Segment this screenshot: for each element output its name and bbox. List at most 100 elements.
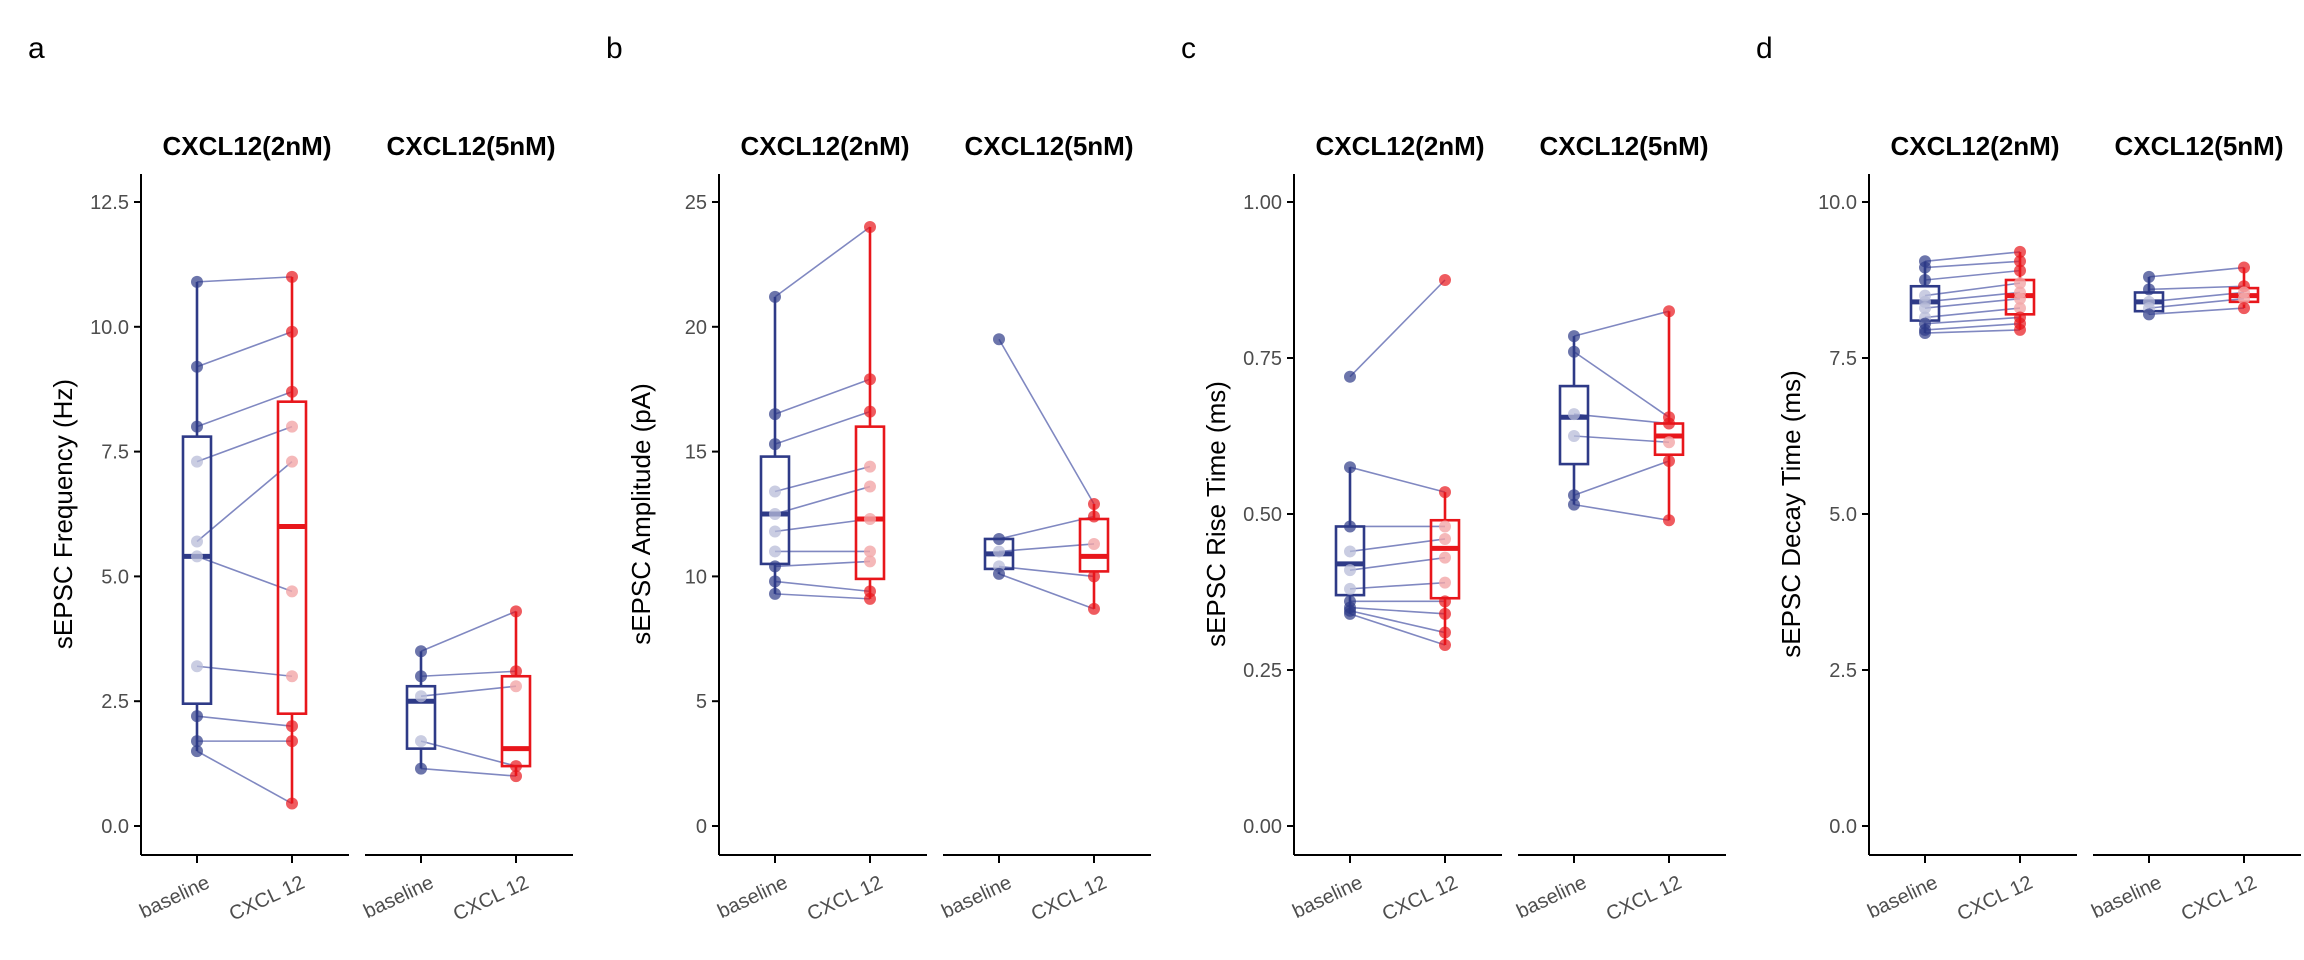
box-baseline xyxy=(181,281,213,752)
y-tick-label: 12.5 xyxy=(90,192,129,214)
point-cxcl12 xyxy=(2014,302,2026,315)
point-cxcl12 xyxy=(286,385,298,398)
x-tick-label-baseline: baseline xyxy=(938,872,1015,923)
y-tick-label: 5 xyxy=(696,691,707,713)
point-cxcl12 xyxy=(2014,323,2026,336)
point-baseline xyxy=(191,455,203,468)
y-tick-label: 7.5 xyxy=(101,442,129,464)
pair-line xyxy=(774,378,871,415)
point-cxcl12 xyxy=(1663,305,1675,318)
point-cxcl12 xyxy=(510,605,522,618)
pair-line xyxy=(1349,581,1446,590)
point-baseline xyxy=(191,550,203,563)
panel-letter: b xyxy=(606,32,623,65)
point-baseline xyxy=(191,275,203,288)
box-iqr xyxy=(276,400,308,715)
point-cxcl12 xyxy=(1088,537,1100,550)
pair-line xyxy=(1573,413,1670,425)
y-tick-label: 0 xyxy=(696,816,707,838)
point-baseline xyxy=(1568,408,1580,421)
point-cxcl12 xyxy=(2014,277,2026,290)
pair-line xyxy=(1349,609,1446,634)
facet-title: CXCL12(5nM) xyxy=(386,131,555,161)
y-tick-label: 0.25 xyxy=(1243,660,1282,682)
point-baseline xyxy=(415,735,427,748)
pair-line xyxy=(774,518,871,533)
point-cxcl12 xyxy=(1439,551,1451,564)
point-baseline xyxy=(769,545,781,558)
pair-line xyxy=(1573,503,1670,522)
point-cxcl12 xyxy=(864,480,876,493)
x-tick-label-baseline: baseline xyxy=(1513,872,1590,923)
box-iqr xyxy=(1558,384,1590,466)
pair-line xyxy=(1573,435,1670,444)
pair-line xyxy=(1349,466,1446,493)
point-cxcl12 xyxy=(510,770,522,783)
facet-title: CXCL12(2nM) xyxy=(1315,131,1484,161)
facet-1: CXCL12(2nM) baseline CXCL 12 xyxy=(714,131,927,926)
facet-title: CXCL12(2nM) xyxy=(740,131,909,161)
panel-letter: a xyxy=(28,32,45,65)
pair-line xyxy=(1924,251,2021,263)
point-baseline xyxy=(1344,607,1356,620)
y-tick-label: 2.5 xyxy=(101,691,129,713)
point-baseline xyxy=(1568,489,1580,502)
panel-d: d sEPSC Decay Time (ms) 0.0 2.5 5.0 7.5 10.0 CX… xyxy=(1756,32,2301,926)
point-cxcl12 xyxy=(510,680,522,693)
point-cxcl12 xyxy=(1663,436,1675,449)
point-baseline xyxy=(769,408,781,421)
y-tick-label: 15 xyxy=(685,442,707,464)
pair-line xyxy=(196,555,293,593)
box-iqr xyxy=(181,435,213,705)
pair-line xyxy=(196,425,293,463)
pair-line xyxy=(998,565,1095,578)
x-tick-label-cxcl12: CXCL 12 xyxy=(1954,872,2036,926)
pair-line xyxy=(998,573,1095,610)
facet-title: CXCL12(2nM) xyxy=(162,131,331,161)
pair-line xyxy=(1924,316,2021,325)
point-cxcl12 xyxy=(2014,264,2026,277)
pair-line xyxy=(196,715,293,727)
facet-1: CXCL12(2nM) baseline CXCL 12 xyxy=(1864,131,2077,926)
facet-1: CXCL12(2nM) baseline CXCL 12 xyxy=(1289,131,1502,926)
y-tick-label: 0.50 xyxy=(1243,504,1282,526)
point-baseline xyxy=(2143,308,2155,321)
point-cxcl12 xyxy=(1439,595,1451,608)
point-baseline xyxy=(993,532,1005,545)
pair-line xyxy=(2148,307,2245,316)
point-baseline xyxy=(993,567,1005,580)
point-baseline xyxy=(993,333,1005,346)
x-tick-label-cxcl12: CXCL 12 xyxy=(450,872,532,926)
point-cxcl12 xyxy=(510,665,522,678)
point-baseline xyxy=(1344,520,1356,533)
point-cxcl12 xyxy=(1663,417,1675,430)
point-baseline xyxy=(1344,545,1356,558)
point-cxcl12 xyxy=(1439,532,1451,545)
point-baseline xyxy=(1344,582,1356,595)
point-cxcl12 xyxy=(286,670,298,683)
point-baseline xyxy=(1919,261,1931,274)
facet-title: CXCL12(5nM) xyxy=(2114,131,2283,161)
pair-line xyxy=(1924,269,2021,281)
pair-line xyxy=(1924,329,2021,334)
facet-title: CXCL12(2nM) xyxy=(1890,131,2059,161)
point-baseline xyxy=(1568,345,1580,358)
point-cxcl12 xyxy=(286,585,298,598)
point-cxcl12 xyxy=(286,455,298,468)
point-cxcl12 xyxy=(2238,292,2250,305)
x-tick-label-cxcl12: CXCL 12 xyxy=(804,872,886,926)
point-cxcl12 xyxy=(1439,274,1451,286)
x-tick-label-baseline: baseline xyxy=(1289,872,1366,923)
point-cxcl12 xyxy=(2014,292,2026,305)
pair-line xyxy=(196,665,293,678)
point-cxcl12 xyxy=(864,405,876,418)
y-tick-label: 5.0 xyxy=(101,566,129,588)
pair-line xyxy=(1924,297,2021,309)
pair-line xyxy=(420,740,517,767)
box-cxcl12 xyxy=(500,611,532,777)
point-baseline xyxy=(769,525,781,538)
point-cxcl12 xyxy=(286,325,298,338)
point-baseline xyxy=(1919,302,1931,315)
y-tick-label: 1.00 xyxy=(1243,192,1282,214)
point-cxcl12 xyxy=(864,512,876,525)
